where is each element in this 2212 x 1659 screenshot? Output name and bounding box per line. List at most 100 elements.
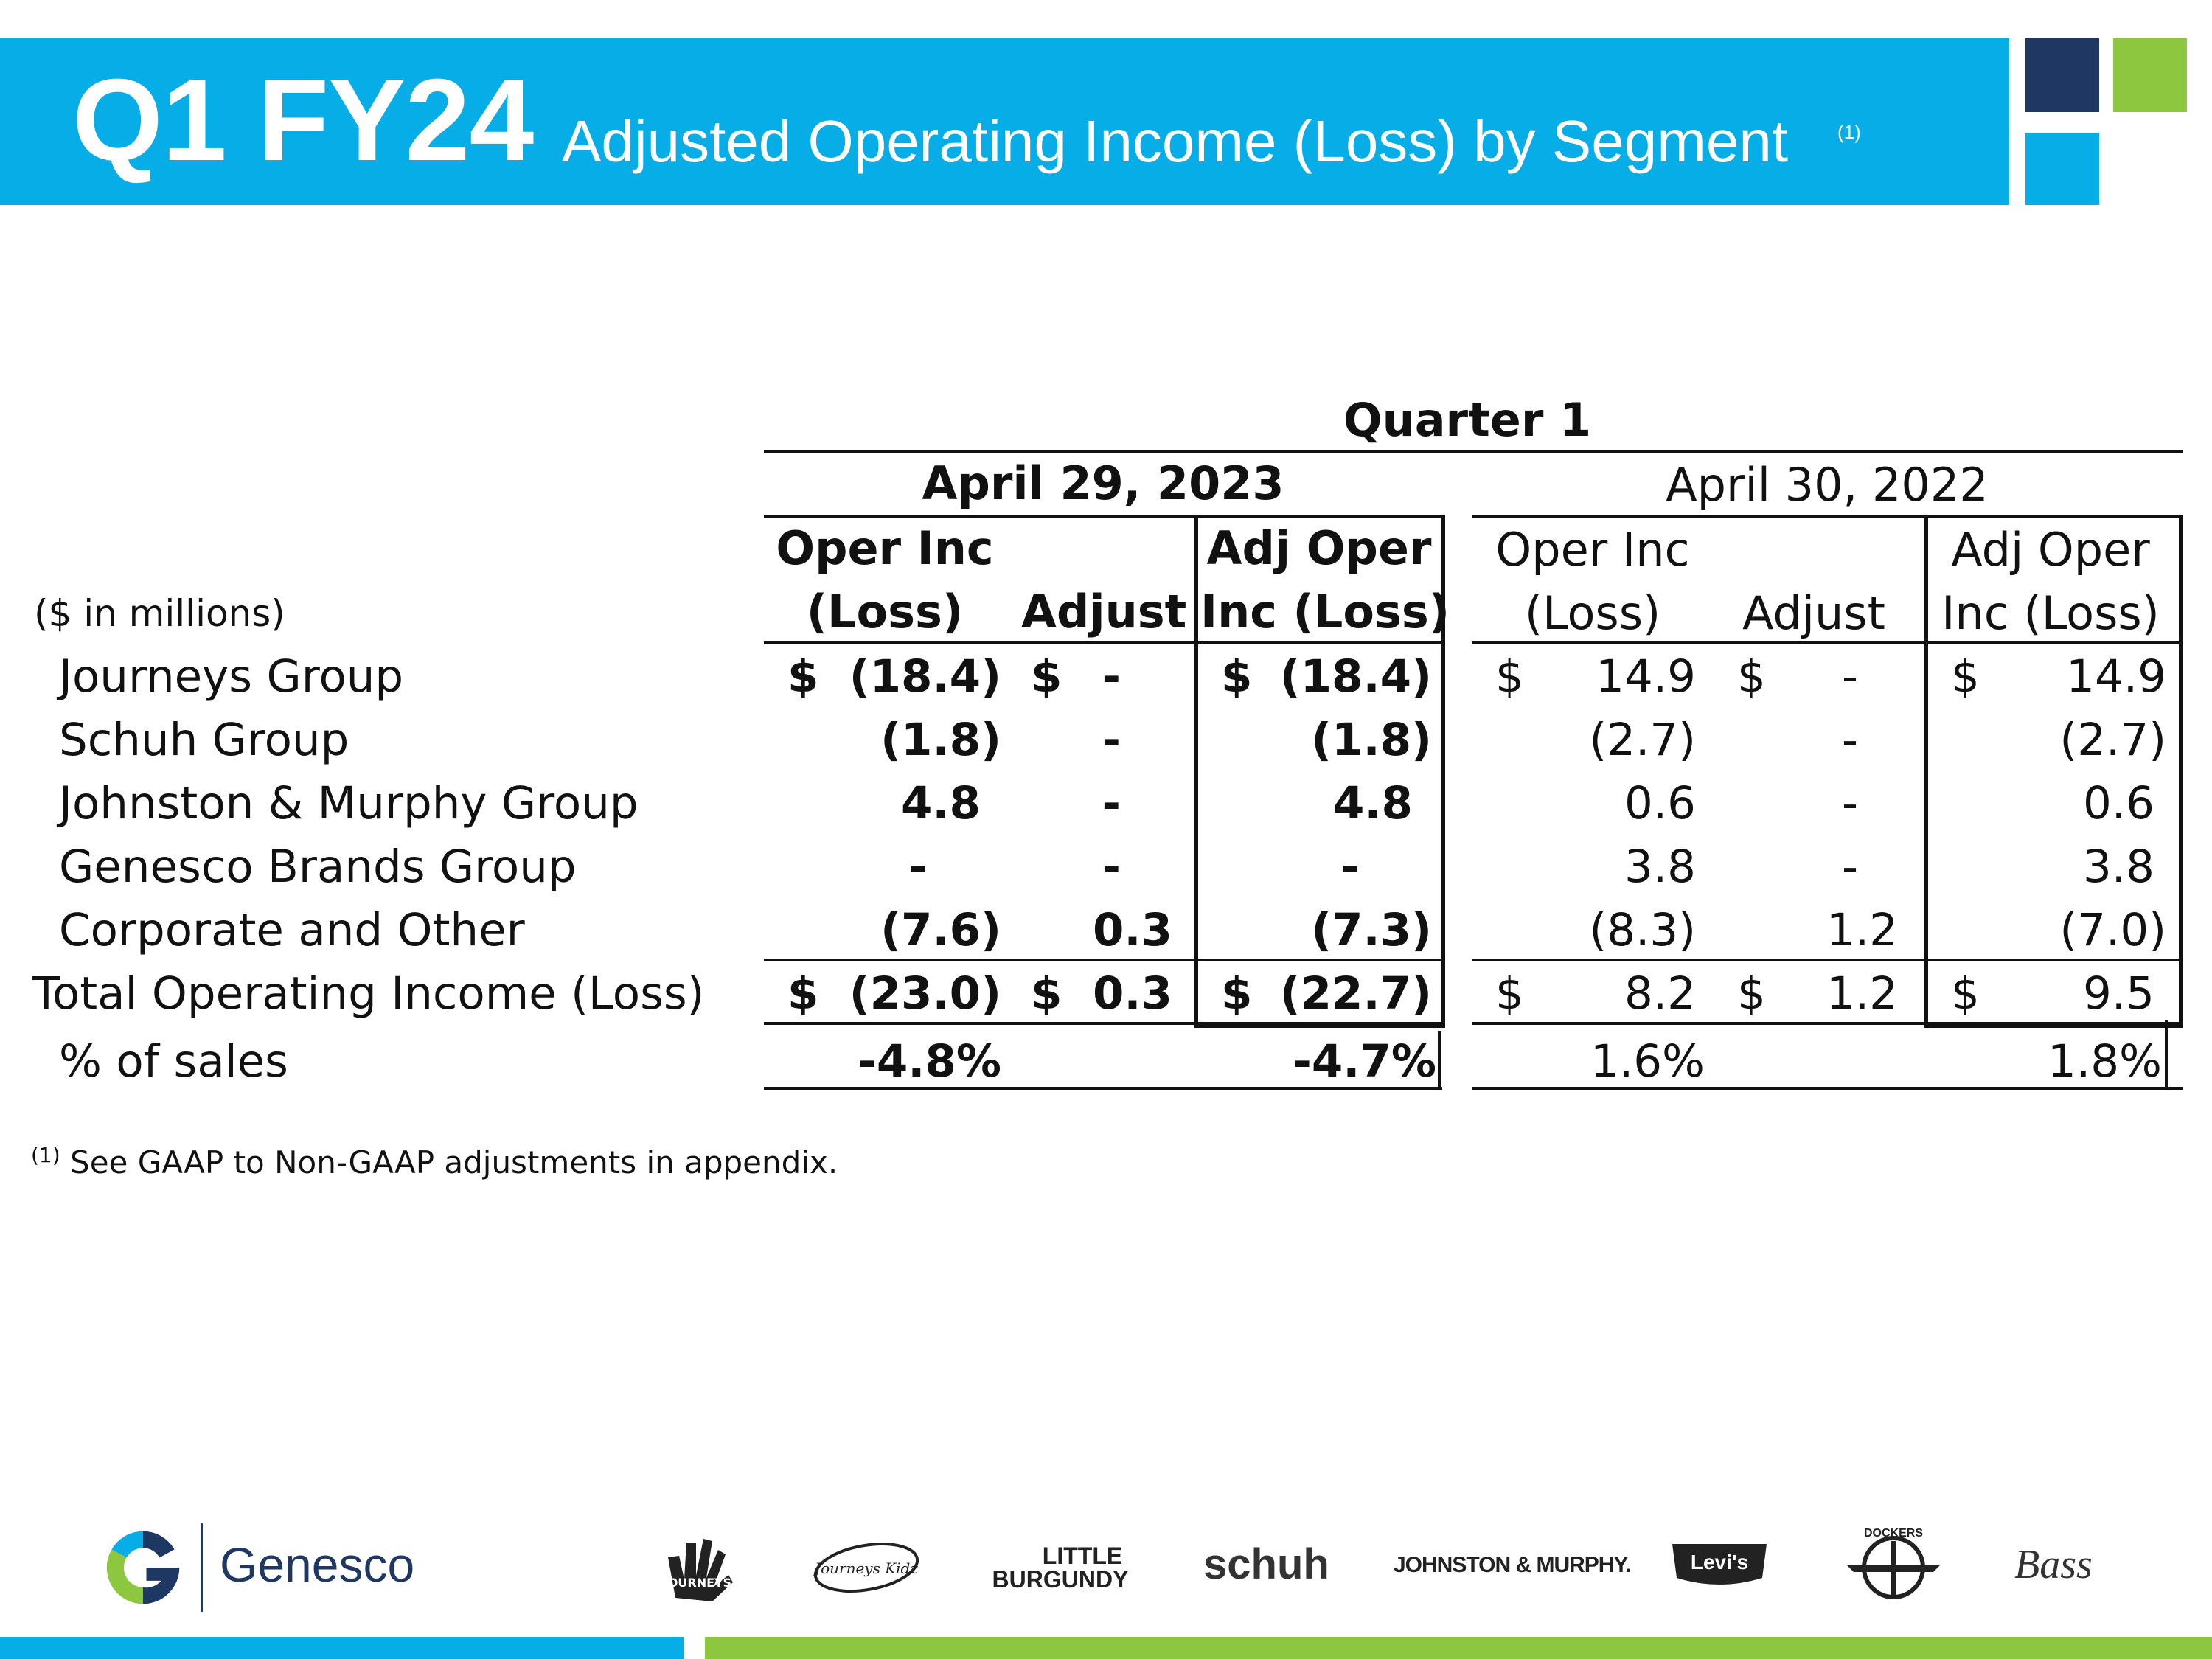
johnston-murphy-logo: JOHNSTON & MURPHY. bbox=[1394, 1553, 1631, 1577]
cell-adjoper-2023: (1.8) bbox=[1311, 714, 1432, 766]
col-adjoper-2023-l2: Inc (Loss) bbox=[1200, 585, 1450, 639]
pct-bottom-rule-2023 bbox=[764, 1087, 1442, 1090]
cell-adjoper-2023: (18.4) bbox=[1279, 650, 1432, 703]
pct-adjoper-2022: 1.8% bbox=[2048, 1035, 2162, 1088]
dollar-sign: $ bbox=[1221, 650, 1253, 703]
cell-oper-2022: 14.9 bbox=[1596, 650, 1696, 703]
total-bottom-rule-2022 bbox=[1472, 1022, 2183, 1025]
col-adjoper-2022-l2: Inc (Loss) bbox=[1941, 586, 2160, 640]
total-adjoper-2022: 9.5 bbox=[2082, 967, 2154, 1020]
period-2023-header: April 29, 2023 bbox=[922, 456, 1284, 510]
pct-2022-right-border bbox=[2165, 1020, 2168, 1090]
cell-adjoper-2022: 3.8 bbox=[2082, 841, 2154, 893]
journeys-logo-icon: JOURNEYS bbox=[663, 1539, 733, 1601]
col-adjust-2022: Adjust bbox=[1742, 586, 1885, 640]
col-adjoper-2023-l1: Adj Oper bbox=[1206, 521, 1432, 575]
adjoper-2022-box bbox=[1924, 515, 2183, 1028]
total-adjoper-2023: (22.7) bbox=[1279, 967, 1432, 1020]
header-rule-2023 bbox=[764, 641, 1442, 644]
quarter-rule bbox=[764, 450, 2183, 453]
row-label: Journeys Group bbox=[59, 650, 404, 703]
pct-label: % of sales bbox=[59, 1035, 288, 1088]
cell-adjoper-2023: - bbox=[1340, 841, 1360, 893]
pct-bottom-rule-2022 bbox=[1472, 1087, 2183, 1090]
cell-adjoper-2022: (7.0) bbox=[2059, 904, 2166, 956]
bass-logo: Bass bbox=[2014, 1542, 2093, 1587]
total-adj-2022: 1.2 bbox=[1826, 967, 1898, 1020]
cell-oper-2023: - bbox=[908, 841, 928, 893]
period-2022-rule bbox=[1472, 515, 2183, 518]
cell-oper-2022: 3.8 bbox=[1624, 841, 1696, 893]
row-label: Johnston & Murphy Group bbox=[59, 777, 639, 830]
cell-adj-2022: - bbox=[1841, 777, 1858, 830]
period-2023-rule bbox=[764, 515, 1442, 518]
cell-adj-2023: - bbox=[1102, 650, 1121, 703]
dollar-sign: $ bbox=[1495, 650, 1524, 703]
journeys-kidz-logo-icon: Journeys Kidz bbox=[812, 1543, 919, 1593]
quarter-label: Quarter 1 bbox=[1343, 393, 1592, 447]
row-label: Genesco Brands Group bbox=[59, 841, 577, 893]
cell-adjoper-2023: (7.3) bbox=[1311, 904, 1432, 956]
col-oper-2022-l1: Oper Inc bbox=[1495, 523, 1690, 577]
cell-adj-2022: - bbox=[1841, 841, 1858, 893]
cell-adj-2022: 1.2 bbox=[1826, 904, 1898, 956]
cell-adj-2022: - bbox=[1841, 650, 1858, 703]
genesco-logo-icon bbox=[106, 1531, 180, 1604]
cell-adjoper-2022: 14.9 bbox=[2066, 650, 2166, 703]
dollar-sign: $ bbox=[1031, 967, 1062, 1020]
pct-2023-right-border bbox=[764, 1031, 1441, 1087]
cell-adj-2022: - bbox=[1841, 714, 1858, 766]
cell-oper-2022: (2.7) bbox=[1589, 714, 1696, 766]
units-label: ($ in millions) bbox=[34, 592, 285, 635]
row-label: Schuh Group bbox=[59, 714, 349, 766]
col-oper-2023-l1: Oper Inc bbox=[776, 521, 994, 575]
dollar-sign: $ bbox=[787, 967, 819, 1020]
cell-oper-2022: 0.6 bbox=[1624, 777, 1696, 830]
footnote-text: See GAAP to Non-GAAP adjustments in appe… bbox=[70, 1144, 838, 1180]
title-banner: Q1 FY24 Adjusted Operating Income (Loss)… bbox=[0, 38, 2009, 205]
total-oper-2022: 8.2 bbox=[1624, 967, 1696, 1020]
decor-square-blue bbox=[2025, 133, 2099, 205]
adjoper-2023-box bbox=[1194, 515, 1445, 1028]
cell-oper-2023: (18.4) bbox=[849, 650, 1001, 703]
dollar-sign: $ bbox=[1737, 650, 1766, 703]
dollar-sign: $ bbox=[1221, 967, 1253, 1020]
total-top-rule-2023 bbox=[764, 959, 1442, 961]
dollar-sign: $ bbox=[1031, 650, 1062, 703]
little-burgundy-logo: LITTLE BURGUNDY bbox=[992, 1543, 1129, 1593]
pct-oper-2023: -4.8% bbox=[858, 1035, 1002, 1088]
cell-oper-2022: (8.3) bbox=[1589, 904, 1696, 956]
footnote: (1) See GAAP to Non-GAAP adjustments in … bbox=[31, 1143, 838, 1180]
journeys-kidz-text: Journeys Kidz bbox=[812, 1559, 918, 1577]
cell-adj-2023: - bbox=[1102, 777, 1121, 830]
total-top-rule-2022 bbox=[1472, 959, 2183, 961]
dockers-logo-icon: DOCKERS bbox=[1846, 1527, 1941, 1599]
levis-text: Levi's bbox=[1691, 1551, 1748, 1573]
col-oper-2023-l2: (Loss) bbox=[806, 585, 964, 639]
total-bottom-rule-2023 bbox=[764, 1022, 1442, 1025]
levis-logo-icon: Levi's bbox=[1672, 1544, 1767, 1585]
pct-adjoper-2023: -4.7% bbox=[1293, 1035, 1437, 1088]
cell-oper-2023: 4.8 bbox=[900, 777, 981, 830]
total-label: Total Operating Income (Loss) bbox=[32, 967, 705, 1020]
company-name: Genesco bbox=[220, 1537, 415, 1592]
decor-square-navy bbox=[2025, 38, 2099, 112]
dollar-sign: $ bbox=[1951, 650, 1980, 703]
dollar-sign: $ bbox=[1951, 967, 1980, 1020]
journeys-text: JOURNEYS bbox=[663, 1576, 731, 1590]
cell-oper-2023: (7.6) bbox=[880, 904, 1001, 956]
page-subtitle: Adjusted Operating Income (Loss) by Segm… bbox=[562, 108, 1789, 174]
cell-adj-2023: - bbox=[1102, 714, 1121, 766]
pct-oper-2022: 1.6% bbox=[1590, 1035, 1705, 1088]
schuh-logo: schuh bbox=[1203, 1540, 1329, 1588]
dollar-sign: $ bbox=[787, 650, 819, 703]
col-oper-2022-l2: (Loss) bbox=[1524, 586, 1661, 640]
page-title: Q1 FY24 bbox=[72, 55, 534, 185]
cell-adj-2023: - bbox=[1102, 841, 1121, 893]
cell-adjoper-2023: 4.8 bbox=[1332, 777, 1413, 830]
total-oper-2023: (23.0) bbox=[849, 967, 1001, 1020]
period-2022-header: April 30, 2022 bbox=[1666, 458, 1989, 512]
decor-square-green bbox=[2113, 38, 2187, 112]
dockers-text: DOCKERS bbox=[1864, 1527, 1923, 1540]
footer-bar-blue bbox=[0, 1637, 684, 1659]
